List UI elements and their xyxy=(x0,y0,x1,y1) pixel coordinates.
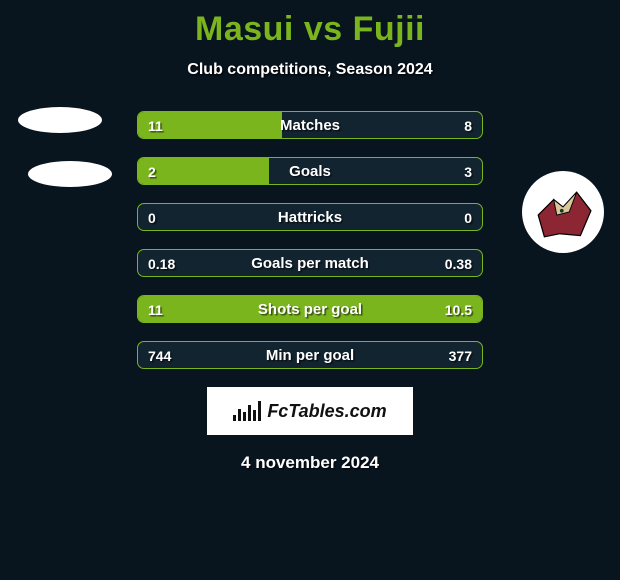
date-text: 4 november 2024 xyxy=(0,453,620,473)
stat-row: 1110.5Shots per goal xyxy=(137,295,483,323)
stat-label: Min per goal xyxy=(138,342,482,368)
stat-label: Shots per goal xyxy=(138,296,482,322)
team1-logo-ellipse-top xyxy=(18,107,102,133)
vs-text: vs xyxy=(304,10,343,48)
stat-label: Hattricks xyxy=(138,204,482,230)
brand-badge: FcTables.com xyxy=(207,387,413,435)
stat-row: 23Goals xyxy=(137,157,483,185)
subtitle: Club competitions, Season 2024 xyxy=(0,61,620,79)
stat-row: 0.180.38Goals per match xyxy=(137,249,483,277)
stat-label: Goals xyxy=(138,158,482,184)
page-title: Masui vs Fujii xyxy=(0,0,620,49)
stat-row: 744377Min per goal xyxy=(137,341,483,369)
player2-name: Fujii xyxy=(353,10,425,48)
team1-logo-ellipse-bottom xyxy=(28,161,112,187)
stat-label: Matches xyxy=(138,112,482,138)
team2-logo xyxy=(522,171,604,253)
stat-row: 00Hattricks xyxy=(137,203,483,231)
stat-rows: 118Matches 23Goals 00Hattricks 0.180.38Goal… xyxy=(137,111,483,369)
stat-row: 118Matches xyxy=(137,111,483,139)
brand-bars-icon xyxy=(233,401,261,421)
stats-area: 118Matches 23Goals 00Hattricks 0.180.38Goal… xyxy=(0,111,620,369)
stat-label: Goals per match xyxy=(138,250,482,276)
player1-name: Masui xyxy=(195,10,294,48)
coyote-icon xyxy=(532,181,594,243)
brand-text: FcTables.com xyxy=(267,401,386,422)
